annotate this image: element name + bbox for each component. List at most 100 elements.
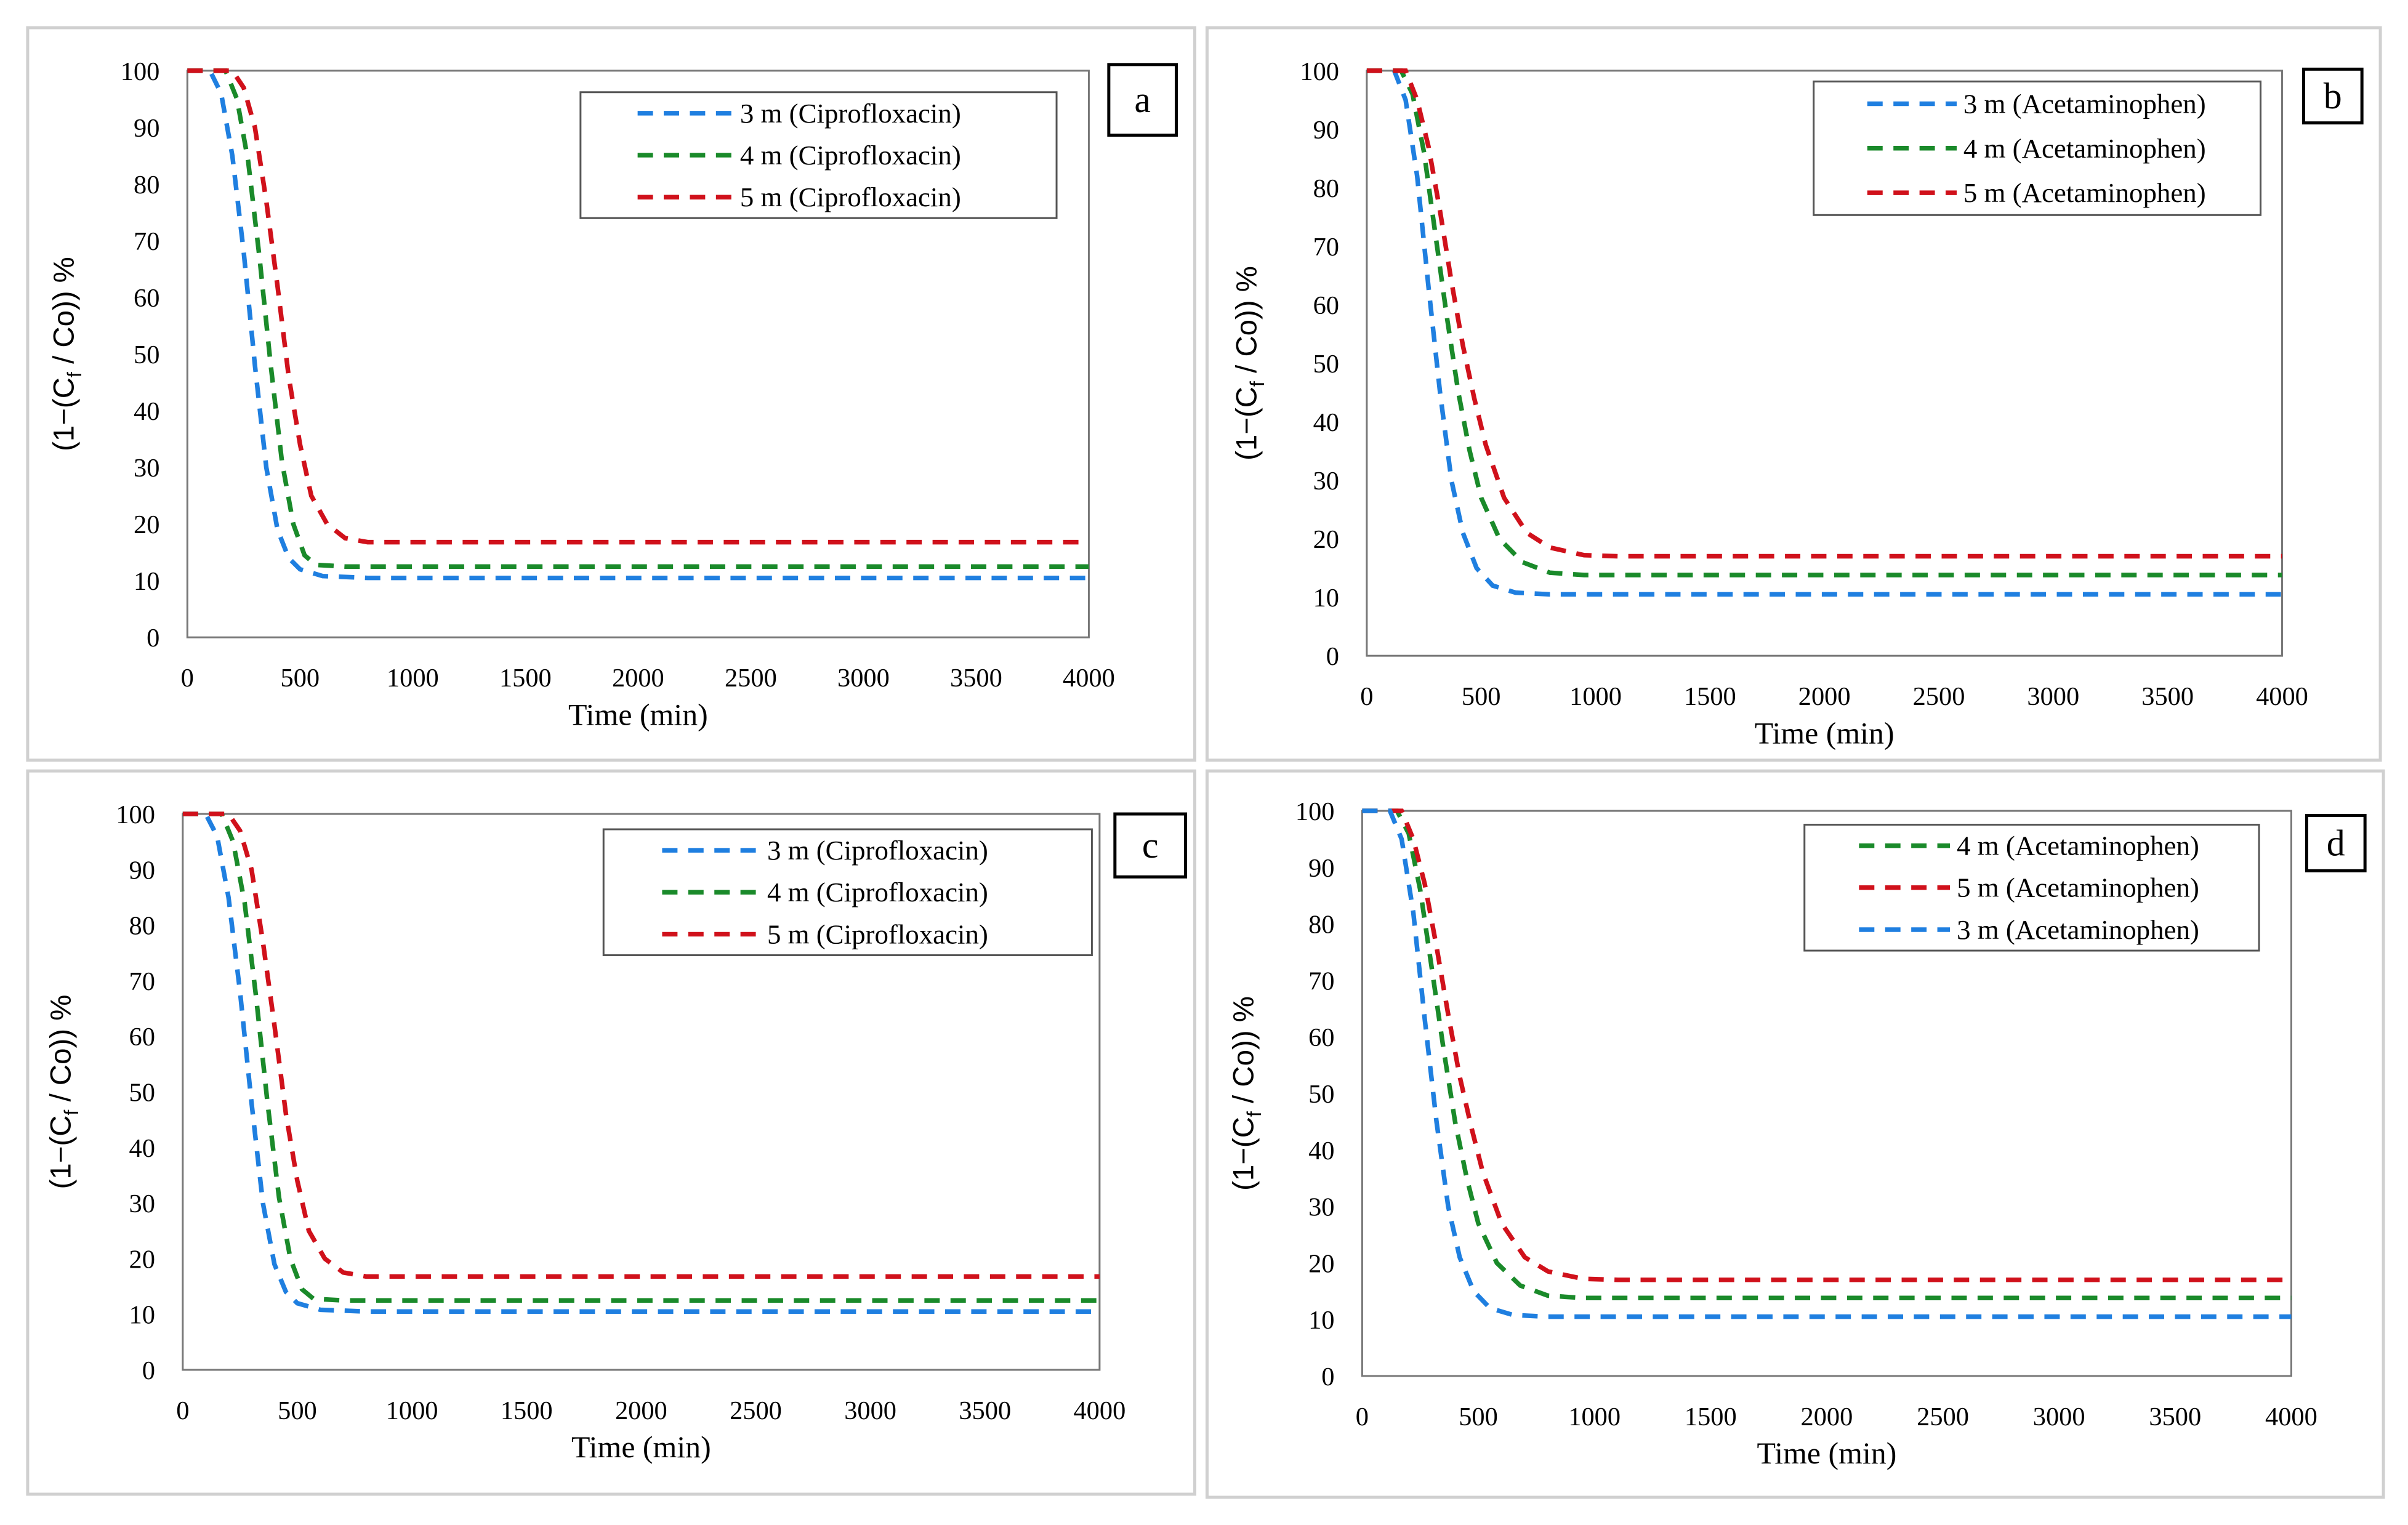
series-line-4m [182, 811, 1100, 1303]
y-tick-label: 100 [1295, 797, 1335, 826]
x-tick-label: 1500 [499, 664, 552, 693]
series-line-5m [1366, 68, 2282, 559]
legend-entry: 4 m (Acetaminophen) [1963, 133, 2206, 164]
y-tick-label: 10 [134, 567, 159, 596]
x-axis-label: Time (min) [1755, 716, 1895, 750]
y-axis-label: (1−(Cf / Co)) % [48, 257, 86, 451]
y-axis-label-end: / Co)) % [45, 995, 78, 1110]
series-line-5m [182, 811, 1100, 1279]
y-axis-label-subscript: f [1246, 380, 1268, 387]
x-tick-label: 2500 [730, 1396, 782, 1425]
x-tick-label: 1500 [1685, 1402, 1737, 1431]
x-tick-label: 1000 [1568, 1402, 1621, 1431]
series-line-5m [1362, 808, 2292, 1282]
y-tick-label: 20 [134, 510, 159, 539]
legend-entry: 3 m (Ciprofloxacin) [740, 98, 961, 129]
legend: 4 m (Acetaminophen) 5 m (Acetaminophen) 3 … [1803, 824, 2260, 952]
panel-label-box [1113, 812, 1188, 879]
y-axis-label: (1−(Cf / Co)) % [45, 995, 83, 1189]
y-tick-label: 90 [129, 856, 155, 885]
x-tick-label: 0 [1356, 1402, 1369, 1431]
x-tick-label: 4000 [2256, 682, 2308, 711]
y-tick-label: 70 [129, 967, 155, 996]
y-tick-label: 30 [129, 1189, 155, 1218]
legend-entry: 3 m (Ciprofloxacin) [767, 835, 988, 866]
y-tick-label: 70 [1308, 967, 1334, 996]
y-tick-label: 90 [1313, 116, 1339, 145]
legend-entry: 5 m (Acetaminophen) [1963, 177, 2206, 208]
x-tick-label: 3500 [959, 1396, 1011, 1425]
y-tick-label: 100 [121, 57, 160, 86]
legend-box [1803, 824, 2260, 952]
panel-label: c [1142, 825, 1159, 866]
y-axis-label-subscript: f [63, 371, 86, 377]
y-tick-label: 30 [1308, 1193, 1334, 1222]
y-tick-label: 20 [1313, 525, 1339, 554]
panel-label-box [2305, 814, 2367, 872]
y-axis-label-subscript: f [60, 1109, 83, 1116]
panel-label: d [2327, 823, 2345, 863]
panel-label-box [1107, 63, 1178, 137]
x-tick-label: 1000 [387, 664, 439, 693]
x-tick-label: 4000 [1063, 664, 1115, 693]
y-tick-label: 60 [129, 1023, 155, 1052]
y-tick-label: 80 [134, 171, 159, 199]
x-tick-label: 3000 [837, 664, 890, 693]
series-line-3m [187, 68, 1089, 581]
y-tick-label: 0 [1326, 642, 1339, 671]
y-tick-label: 60 [134, 284, 159, 313]
y-tick-label: 90 [1308, 854, 1334, 883]
y-axis-label-subscript: f [1243, 1111, 1265, 1117]
series-line-5m [187, 68, 1089, 545]
plot-area [182, 813, 1101, 1371]
y-tick-label: 80 [129, 912, 155, 941]
legend-box [602, 828, 1093, 957]
legend-box [579, 91, 1058, 219]
panel-label: a [1134, 79, 1151, 120]
y-tick-label: 30 [1313, 467, 1339, 496]
plot-area [1366, 70, 2283, 657]
x-tick-label: 3000 [2033, 1402, 2085, 1431]
plot-area [186, 70, 1090, 638]
x-tick-label: 2000 [615, 1396, 667, 1425]
y-tick-label: 40 [1308, 1137, 1334, 1165]
y-tick-label: 30 [134, 454, 159, 483]
panel-label: b [2324, 76, 2342, 116]
x-tick-label: 3500 [2149, 1402, 2201, 1431]
legend: 3 m (Ciprofloxacin) 4 m (Ciprofloxacin) 5 … [579, 91, 1058, 219]
x-axis-label: Time (min) [571, 1430, 711, 1464]
y-axis-label-main: (1−(C [1227, 1117, 1260, 1191]
x-tick-label: 1000 [1569, 682, 1622, 711]
legend-entry: 3 m (Acetaminophen) [1957, 914, 2199, 945]
y-tick-label: 0 [1321, 1362, 1334, 1391]
series-line-3m [1366, 68, 2282, 597]
x-tick-label: 3500 [950, 664, 1002, 693]
y-tick-label: 100 [1300, 57, 1339, 86]
x-axis-label: Time (min) [1757, 1436, 1897, 1470]
x-tick-label: 1500 [501, 1396, 553, 1425]
y-tick-label: 50 [1313, 350, 1339, 379]
x-tick-label: 3000 [2027, 682, 2079, 711]
y-tick-label: 10 [1313, 584, 1339, 613]
legend: 3 m (Acetaminophen) 4 m (Acetaminophen) 5 … [1813, 80, 2262, 216]
legend-entry: 4 m (Ciprofloxacin) [740, 140, 961, 171]
legend-entry: 3 m (Acetaminophen) [1963, 88, 2206, 119]
legend-entry: 5 m (Acetaminophen) [1957, 872, 2199, 903]
x-tick-label: 1000 [386, 1396, 438, 1425]
x-tick-label: 0 [1360, 682, 1373, 711]
x-tick-label: 3500 [2141, 682, 2194, 711]
y-axis-label-end: / Co)) % [48, 257, 81, 372]
y-tick-label: 0 [142, 1356, 155, 1385]
series-line-3m [182, 811, 1100, 1314]
y-tick-label: 10 [129, 1301, 155, 1330]
legend: 3 m (Ciprofloxacin) 4 m (Ciprofloxacin) 5 … [602, 828, 1093, 957]
panel-label-box [2301, 67, 2364, 125]
legend-entry: 4 m (Ciprofloxacin) [767, 877, 988, 907]
legend-entry: 4 m (Acetaminophen) [1957, 831, 2199, 861]
y-tick-label: 90 [134, 114, 159, 143]
series-line-4m [187, 68, 1089, 569]
x-tick-label: 2000 [1798, 682, 1851, 711]
x-tick-label: 4000 [2265, 1402, 2317, 1431]
